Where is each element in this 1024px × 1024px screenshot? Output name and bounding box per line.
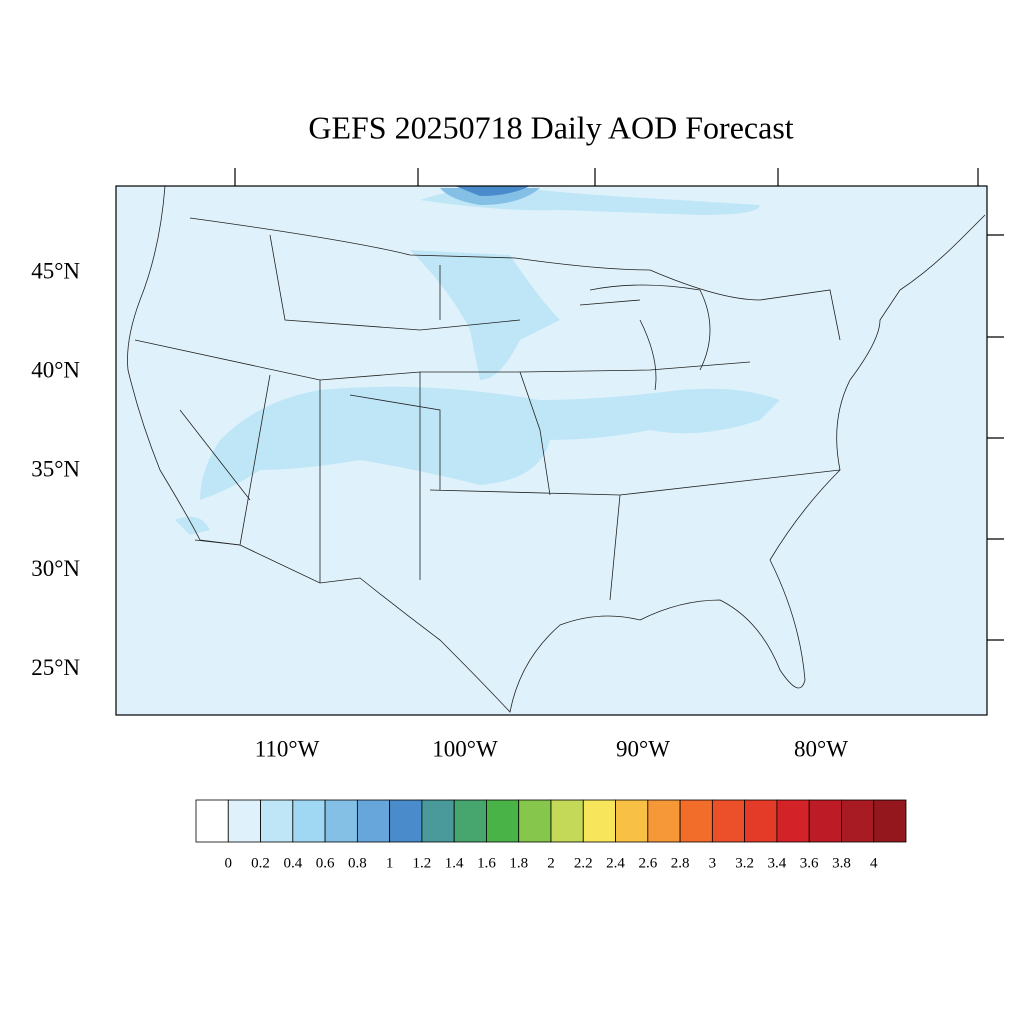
colorbar-swatch: [421, 799, 455, 843]
colorbar-swatch: [324, 799, 358, 843]
colorbar-label: 3.8: [832, 855, 851, 871]
colorbar-swatch: [841, 799, 875, 843]
aod-patch: [440, 188, 540, 205]
longitude-label: 110°W: [255, 736, 320, 761]
axis-labels: 45°N 40°N 35°N 30°N 25°N 110°W 100°W 90°W 80°W: [31, 258, 848, 761]
colorbar-label: 0.4: [283, 855, 302, 871]
colorbar-swatch: [615, 799, 649, 843]
boundaries: [127, 185, 986, 713]
aod-patch: [200, 386, 780, 500]
colorbar: 0 0.2 0.4 0.6 0.8 1 1.2 1.4 1.6 1.8 2 2.2 2.4 2.6 2.8 3…: [195, 799, 907, 871]
colorbar-label: 3.4: [768, 855, 787, 871]
colorbar-swatch: [227, 799, 261, 843]
colorbar-label: 1.2: [413, 855, 432, 871]
colorbar-label: 3.2: [735, 855, 754, 871]
colorbar-label: 0.6: [316, 855, 335, 871]
colorbar-label: 2.2: [574, 855, 593, 871]
coastline: [127, 185, 986, 713]
colorbar-swatch: [647, 799, 681, 843]
colorbar-swatch: [711, 799, 746, 843]
colorbar-label: 2.8: [671, 855, 690, 871]
colorbar-label: 4: [870, 855, 878, 871]
colorbar-swatch: [389, 799, 423, 843]
latitude-label: 25°N: [31, 655, 80, 680]
map-title: GEFS 20250718 Daily AOD Forecast: [308, 109, 793, 145]
colorbar-label: 2.4: [606, 855, 625, 871]
longitude-label: 90°W: [616, 736, 670, 761]
great-lakes: [579, 284, 711, 391]
colorbar-swatch: [776, 799, 810, 843]
longitude-label: 80°W: [794, 736, 848, 761]
colorbar-label: 1: [386, 855, 394, 871]
colorbar-label: 2: [547, 855, 555, 871]
colorbar-swatch: [356, 799, 391, 843]
latitude-label: 40°N: [31, 357, 80, 382]
map-panel: [115, 168, 1004, 716]
colorbar-swatch: [679, 799, 713, 843]
colorbar-label: 0.8: [348, 855, 367, 871]
colorbar-swatch: [453, 799, 487, 843]
colorbar-swatch: [873, 799, 907, 843]
colorbar-swatch: [195, 799, 229, 843]
colorbar-swatch: [550, 799, 584, 843]
map-frame: [115, 185, 988, 716]
latitude-label: 30°N: [31, 556, 80, 581]
colorbar-label: 3.6: [800, 855, 819, 871]
colorbar-swatch: [808, 799, 842, 843]
colorbar-swatch: [486, 799, 520, 843]
frame-ticks: [234, 168, 1004, 641]
border: [189, 217, 841, 341]
colorbar-swatch: [292, 799, 326, 843]
latitude-label: 45°N: [31, 258, 80, 283]
colorbar-label: 1.6: [477, 855, 496, 871]
colorbar-swatch: [744, 799, 778, 843]
colorbar-label: 0: [225, 855, 233, 871]
latitude-label: 35°N: [31, 457, 80, 482]
colorbar-label: 2.6: [638, 855, 657, 871]
colorbar-label: 0.2: [251, 855, 270, 871]
aod-patch: [455, 186, 530, 196]
colorbar-swatch: [518, 799, 552, 843]
aod-patch: [410, 250, 560, 380]
longitude-label: 100°W: [432, 736, 498, 761]
colorbar-label: 1.4: [445, 855, 464, 871]
colorbar-label: 3: [709, 855, 717, 871]
state-lines: [134, 234, 841, 601]
colorbar-swatch: [582, 799, 616, 843]
colorbar-label: 1.8: [509, 855, 528, 871]
colorbar-swatch: [260, 799, 294, 843]
